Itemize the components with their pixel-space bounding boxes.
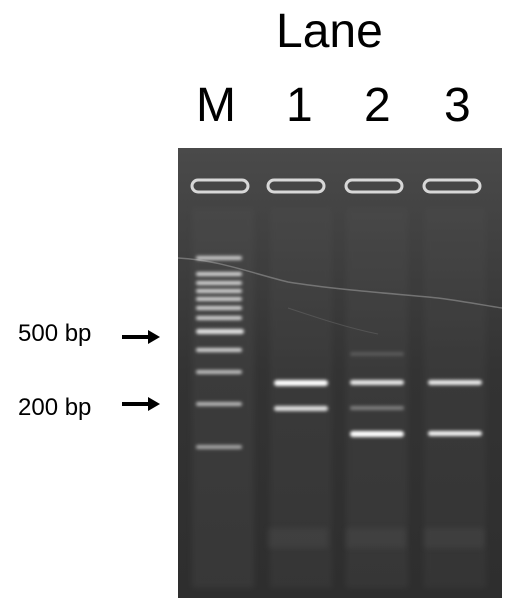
lane-label-3: 3: [444, 79, 471, 132]
lane-3-bands: [428, 380, 482, 436]
lane-label-m: M: [196, 79, 236, 132]
lane-label-1: 1: [286, 79, 313, 132]
marker-label-500bp: 500 bp: [18, 320, 92, 347]
marker-label-200bp: 200 bp: [18, 394, 92, 421]
lane-label-2: 2: [364, 79, 391, 132]
figure-title: Lane: [276, 5, 383, 58]
lane-1-bands: [274, 380, 328, 411]
gel-image: [178, 148, 502, 598]
ladder-bands: [196, 256, 244, 449]
lane-2-bands: [350, 352, 404, 437]
arrow-icon: [122, 330, 160, 344]
arrow-icon: [122, 397, 160, 411]
well: [190, 178, 482, 194]
